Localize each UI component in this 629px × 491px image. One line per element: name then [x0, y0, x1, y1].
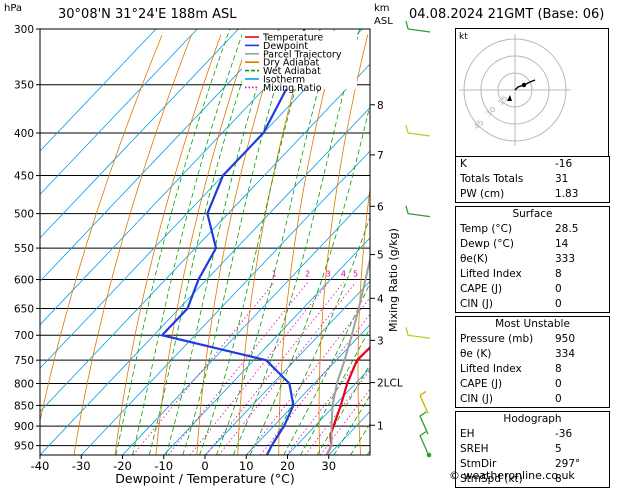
isotherm-line — [0, 29, 156, 455]
mixing-ratio-label: 2 — [305, 270, 310, 279]
km-tick-label: 4 — [377, 293, 384, 305]
km-tick-label: 1 — [377, 420, 384, 432]
y-tick-label: 500 — [14, 209, 34, 221]
surface-box: Surface Temp (°C)28.5 Dewp (°C)14 θe(K)3… — [455, 206, 610, 313]
hodograph-unit: kt — [459, 32, 468, 42]
mixing-ratio-label: 3 — [326, 270, 331, 279]
index-row: EH-36 — [456, 427, 609, 442]
y-tick-label: 800 — [14, 379, 34, 391]
km-tick-label: 8 — [377, 100, 384, 112]
hodograph-point — [522, 83, 526, 87]
index-row: CAPE (J)0 — [456, 377, 609, 392]
index-row: θe (K)334 — [456, 347, 609, 362]
index-row: K-16 — [456, 157, 609, 172]
hodograph-indices-title: Hodograph — [456, 412, 609, 427]
wet-adiabat — [116, 29, 230, 455]
km-tick-label: 3 — [377, 335, 384, 347]
index-row: CIN (J)0 — [456, 297, 609, 312]
km-tick-label: 2LCL — [377, 378, 403, 390]
wind-barb — [420, 391, 428, 413]
x-tick-label: -40 — [31, 459, 50, 473]
mixing-ratio-label: 4 — [341, 270, 346, 279]
x-axis-title: Dewpoint / Temperature (°C) — [115, 471, 294, 486]
mixing-ratio-label: 1 — [272, 270, 277, 279]
index-row: Pressure (mb)950 — [456, 332, 609, 347]
y-tick-label: 850 — [14, 400, 34, 412]
dry-adiabat — [432, 35, 456, 455]
wind-barb — [406, 21, 430, 32]
km-tick-label: 7 — [377, 150, 384, 162]
dry-adiabat — [33, 35, 162, 455]
index-row: CAPE (J)0 — [456, 282, 609, 297]
y-tick-label: 900 — [14, 421, 34, 433]
dry-adiabat — [238, 35, 309, 455]
wind-barb — [420, 412, 428, 434]
dry-adiabat — [74, 35, 192, 455]
isotherm-line — [40, 29, 445, 455]
y-tick-label: 700 — [14, 330, 34, 342]
dry-adiabat — [396, 35, 427, 455]
km-tick-label: 5 — [377, 250, 384, 262]
dry-adiabat — [197, 35, 280, 455]
y-tick-label: 450 — [14, 171, 34, 183]
x-tick-label: 30 — [321, 459, 336, 473]
y-tick-label: 350 — [14, 80, 34, 92]
mixing-ratio-axis-title: Mixing Ratio (g/kg) — [387, 228, 400, 332]
mixing-ratio-label: 20 — [432, 270, 442, 279]
index-row: θe(K)333 — [456, 252, 609, 267]
mixing-ratio-label: 8 — [379, 270, 384, 279]
wind-barb — [406, 125, 430, 136]
most-unstable-title: Most Unstable — [456, 317, 609, 332]
y-tick-label: 650 — [14, 303, 34, 315]
wind-barb — [406, 327, 430, 338]
wet-adiabat — [133, 29, 245, 455]
y-tick-label: 600 — [14, 275, 34, 287]
legend-label: Mixing Ratio — [263, 83, 322, 94]
most-unstable-box: Most Unstable Pressure (mb)950 θe (K)334… — [455, 316, 610, 408]
index-row: Dewp (°C)14 — [456, 237, 609, 252]
wind-barb — [406, 206, 430, 217]
isotherm-line — [0, 29, 280, 455]
credit-text: © weatheronline.co.uk — [449, 469, 575, 482]
hodograph: kt 45 30 15 — [455, 28, 609, 168]
x-tick-label: -30 — [72, 459, 91, 473]
isotherm-line — [0, 29, 197, 455]
y-tick-label: 300 — [14, 24, 34, 36]
wind-barb-calm — [427, 453, 432, 458]
mixing-ratio-label: 15 — [414, 270, 424, 279]
y-tick-label: 400 — [14, 128, 34, 140]
index-row: PW (cm)1.83 — [456, 187, 609, 202]
y-tick-label: 950 — [14, 441, 34, 453]
mixing-ratio-label: 5 — [353, 270, 358, 279]
index-row: CIN (J)0 — [456, 392, 609, 407]
y-tick-label: 550 — [14, 243, 34, 255]
y-tick-label: 750 — [14, 355, 34, 367]
dry-adiabat — [319, 35, 368, 455]
surface-title: Surface — [456, 207, 609, 222]
wind-barb — [420, 432, 428, 454]
km-tick-label: 6 — [377, 201, 384, 213]
index-row: Temp (°C)28.5 — [456, 222, 609, 237]
